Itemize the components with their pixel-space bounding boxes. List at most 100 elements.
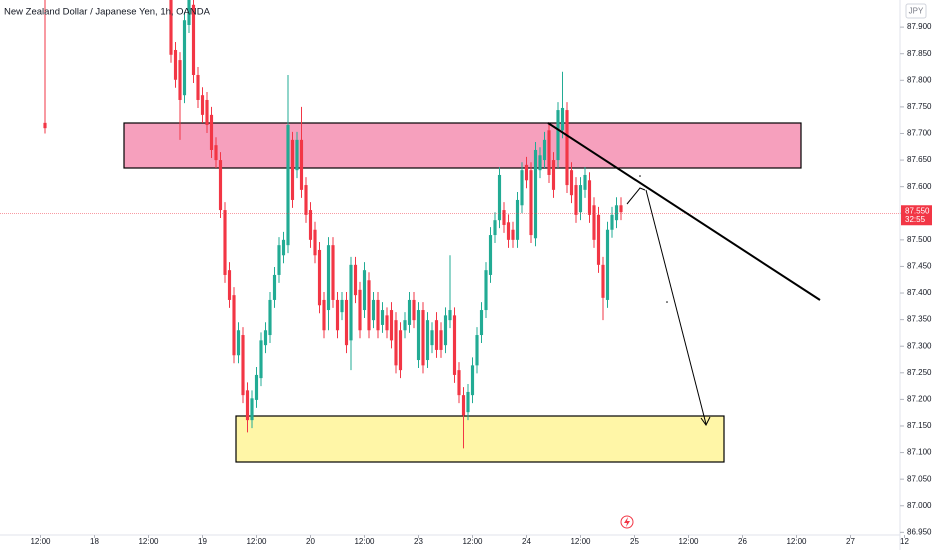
candle-body: [358, 289, 362, 331]
candle-body: [430, 330, 434, 346]
y-tick-label: 87.350: [907, 315, 932, 324]
y-tick-label: 87.450: [907, 262, 932, 271]
y-tick-label: 87.750: [907, 102, 932, 111]
candle-body: [362, 270, 367, 311]
candle-body: [425, 320, 430, 361]
candle-body: [308, 210, 313, 240]
candle-body: [551, 160, 556, 190]
candle-body: [583, 174, 587, 190]
last-price-label: 87.550: [905, 206, 930, 215]
candle-body: [416, 310, 421, 361]
candle-body: [484, 270, 488, 311]
y-tick-label: 87.150: [907, 421, 932, 430]
candle-body: [295, 139, 299, 171]
y-tick-label: 86.950: [907, 527, 932, 536]
candle-body: [466, 391, 470, 413]
candle-body: [272, 274, 277, 300]
candle-body: [241, 335, 245, 396]
y-tick-label: 87.500: [907, 235, 932, 244]
projection-line[interactable]: [626, 187, 646, 205]
drawings: [547, 122, 821, 426]
x-tick-label: 20: [306, 537, 315, 546]
candle-body: [263, 330, 268, 346]
candle-body: [43, 122, 47, 129]
support-zone[interactable]: [235, 415, 725, 463]
candle-body: [196, 74, 200, 100]
candle-body: [394, 320, 398, 366]
candle-body: [556, 110, 560, 161]
candle-body: [281, 239, 286, 256]
currency-badge[interactable]: [905, 3, 927, 19]
candle-body: [520, 170, 524, 206]
candle-body: [529, 170, 533, 236]
candle-body: [367, 280, 371, 331]
y-tick-label: 87.100: [907, 448, 932, 457]
candle-body: [182, 20, 187, 96]
candle-body: [610, 214, 614, 230]
candle-body: [412, 299, 416, 321]
candle-body: [619, 205, 623, 213]
candle-body: [187, 0, 191, 25]
candle-body: [335, 299, 340, 331]
x-tick-label: 12:00: [570, 537, 591, 546]
candle-body: [497, 174, 502, 221]
x-tick-label: 12:00: [354, 537, 375, 546]
candle-body: [254, 374, 259, 400]
candle-body: [191, 4, 196, 75]
candle-body: [277, 245, 281, 275]
dot: [639, 175, 641, 177]
candle-body: [340, 299, 344, 313]
candle-body: [218, 160, 223, 211]
candle-body: [475, 335, 479, 366]
arrow-head: [700, 416, 711, 426]
candle-body: [398, 330, 403, 371]
y-tick-label: 87.800: [907, 75, 932, 84]
y-tick-label: 87.850: [907, 49, 932, 58]
candle-body: [452, 315, 457, 375]
y-tick-label: 87.400: [907, 288, 932, 297]
candle-body: [236, 330, 241, 356]
y-tick-label: 87.200: [907, 394, 932, 403]
dot: [666, 301, 668, 303]
candle-body: [268, 299, 272, 336]
candle-body: [524, 164, 529, 181]
x-tick-label: 19: [198, 537, 207, 546]
candle-body: [596, 214, 601, 265]
candle-body: [209, 114, 214, 150]
candle-body: [502, 210, 506, 225]
candle-body: [290, 139, 295, 200]
candle-body: [538, 155, 542, 171]
candle-body: [421, 310, 425, 366]
x-tick-label: 12:00: [462, 537, 483, 546]
candle-body: [353, 264, 358, 296]
candle-body: [349, 264, 353, 341]
y-tick-label: 87.000: [907, 501, 932, 510]
x-tick-label: 25: [630, 537, 639, 546]
candle-body: [578, 185, 583, 213]
candle-body: [371, 299, 376, 321]
candle-body: [376, 299, 380, 331]
countdown: 32:55: [905, 215, 926, 224]
x-tick-label: 18: [90, 537, 99, 546]
candle-body: [592, 205, 596, 240]
resistance-zone[interactable]: [123, 122, 802, 169]
candle-body: [200, 95, 205, 115]
candle-body: [380, 310, 385, 325]
candle-body: [304, 185, 308, 215]
x-tick-label: 12:00: [30, 537, 51, 546]
candle-body: [569, 170, 574, 196]
event-bolt: [624, 517, 630, 527]
y-tick-label: 87.700: [907, 129, 932, 138]
candle-body: [331, 245, 335, 300]
candle-body: [461, 395, 466, 416]
candle-body: [385, 315, 389, 331]
candle-body: [470, 365, 475, 396]
trend-line[interactable]: [547, 122, 821, 301]
projection-arrow[interactable]: [645, 189, 707, 425]
candle-body: [232, 295, 236, 356]
candle-body: [448, 310, 452, 321]
x-tick-label: 12: [900, 537, 909, 546]
candle-body: [560, 107, 565, 131]
candle-body: [403, 320, 407, 331]
